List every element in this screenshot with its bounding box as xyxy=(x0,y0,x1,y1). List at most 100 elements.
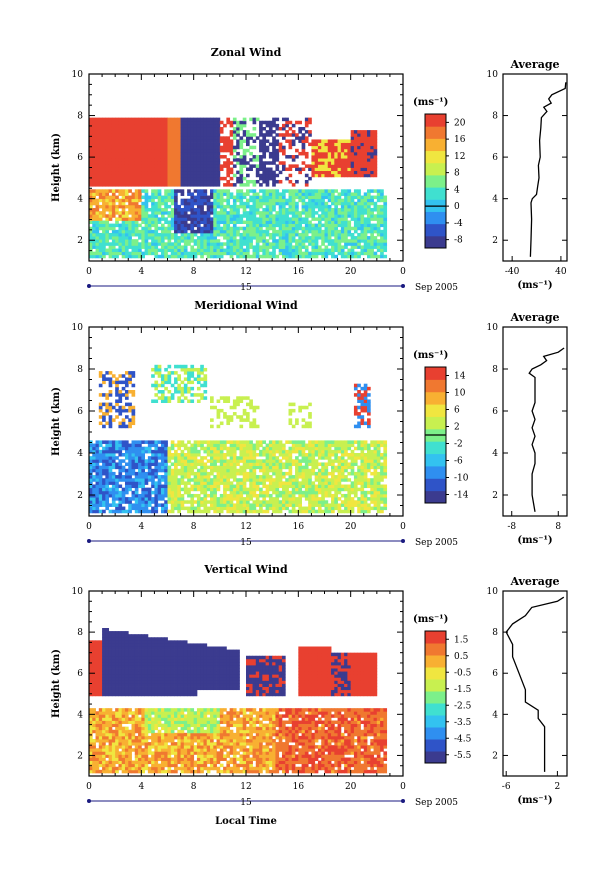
heatmap-cell xyxy=(187,471,191,476)
heatmap-cell xyxy=(118,179,123,184)
heatmap-cell xyxy=(174,214,178,218)
heatmap-cell xyxy=(105,456,110,460)
heatmap-cell xyxy=(187,226,191,231)
heatmap-cell xyxy=(180,201,185,206)
heatmap-cell xyxy=(331,214,335,218)
heatmap-cell xyxy=(337,145,342,150)
heatmap-cell xyxy=(177,179,181,184)
heatmap-cell xyxy=(324,195,329,200)
heatmap-cell xyxy=(268,176,273,181)
heatmap-cell xyxy=(203,155,208,159)
heatmap-cell xyxy=(102,380,106,385)
heatmap-cell xyxy=(121,151,126,156)
heatmap-cell xyxy=(275,506,280,511)
heatmap-cell xyxy=(157,254,162,259)
heatmap-cell xyxy=(262,245,267,249)
heatmap-cell xyxy=(183,364,188,369)
heatmap-cell xyxy=(177,468,181,473)
heatmap-cell xyxy=(262,192,267,196)
heatmap-cell xyxy=(128,459,132,463)
heatmap-cell xyxy=(147,142,152,147)
heatmap-cell xyxy=(357,201,361,206)
heatmap-cell xyxy=(246,456,250,460)
heatmap-cell xyxy=(98,402,103,407)
heatmap-cell xyxy=(255,198,260,203)
heatmap-cell xyxy=(124,487,129,492)
heatmap-cell xyxy=(183,142,188,147)
heatmap-cell xyxy=(89,130,93,134)
heatmap-cell xyxy=(246,503,250,507)
heatmap-cell xyxy=(160,242,165,246)
heatmap-cell xyxy=(331,220,335,224)
colorbar-segment xyxy=(425,211,446,225)
heatmap-cell xyxy=(157,503,162,507)
heatmap-cell xyxy=(295,465,299,470)
heatmap-cell xyxy=(196,377,201,381)
heatmap-cell xyxy=(144,481,149,485)
heatmap-cell xyxy=(144,239,149,243)
heatmap-cell xyxy=(193,443,198,448)
heatmap-cell xyxy=(272,236,276,240)
heatmap-cell xyxy=(98,136,103,140)
heatmap-cell xyxy=(138,229,142,234)
heatmap-cell xyxy=(363,170,368,175)
heatmap-cell xyxy=(124,123,129,128)
heatmap-cell xyxy=(121,170,126,175)
heatmap-cell xyxy=(108,208,113,212)
heatmap-cell xyxy=(141,468,146,473)
heatmap-cell xyxy=(170,170,175,175)
heatmap-cell xyxy=(334,204,338,209)
heatmap-cell xyxy=(360,133,365,137)
heatmap-cell xyxy=(190,142,195,147)
heatmap-cell xyxy=(183,208,188,212)
heatmap-cell xyxy=(223,217,227,221)
heatmap-cell xyxy=(196,497,201,501)
heatmap-cell xyxy=(226,179,231,184)
heatmap-cell xyxy=(232,443,237,448)
heatmap-cell xyxy=(102,161,106,165)
heatmap-cell xyxy=(223,478,227,482)
heatmap-cell xyxy=(151,251,155,256)
heatmap-cell xyxy=(232,453,237,457)
heatmap-cell xyxy=(154,189,159,193)
heatmap-cell xyxy=(255,462,260,466)
heatmap-cell xyxy=(298,405,303,410)
heatmap-cell xyxy=(164,456,168,460)
heatmap-cell xyxy=(242,443,247,448)
heatmap-cell xyxy=(200,208,204,212)
heatmap-cell xyxy=(111,503,116,507)
heatmap-cell xyxy=(367,136,371,140)
heatmap-cell xyxy=(229,481,234,485)
heatmap-cell xyxy=(229,484,234,489)
heatmap-cell xyxy=(160,139,165,143)
heatmap-cell xyxy=(167,374,172,378)
heatmap-cell xyxy=(236,500,240,504)
heatmap-cell xyxy=(278,198,283,203)
heatmap-cell xyxy=(102,412,106,416)
heatmap-cell xyxy=(98,223,103,228)
heatmap-cell xyxy=(360,251,365,256)
heatmap-cell xyxy=(193,229,198,234)
heatmap-cell xyxy=(157,462,162,466)
heatmap-cell xyxy=(154,151,159,156)
heatmap-cell xyxy=(363,155,368,159)
heatmap-cell xyxy=(92,126,96,131)
heatmap-cell xyxy=(301,236,306,240)
heatmap-cell xyxy=(242,192,247,196)
heatmap-cell xyxy=(95,490,100,495)
heatmap-cell xyxy=(174,443,178,448)
heatmap-cell xyxy=(203,471,208,476)
heatmap-cell xyxy=(357,226,361,231)
heatmap-cell xyxy=(314,173,319,178)
heatmap-cell xyxy=(275,148,280,153)
heatmap-cell xyxy=(206,126,211,131)
heatmap-cell xyxy=(170,220,175,224)
heatmap-cell xyxy=(141,449,146,454)
heatmap-cell xyxy=(259,509,263,514)
heatmap-cell xyxy=(298,509,303,514)
heatmap-cell xyxy=(128,195,132,200)
heatmap-cell xyxy=(131,130,136,134)
heatmap-cell xyxy=(108,393,113,397)
heatmap-cell xyxy=(232,195,237,200)
heatmap-cell xyxy=(278,493,283,498)
